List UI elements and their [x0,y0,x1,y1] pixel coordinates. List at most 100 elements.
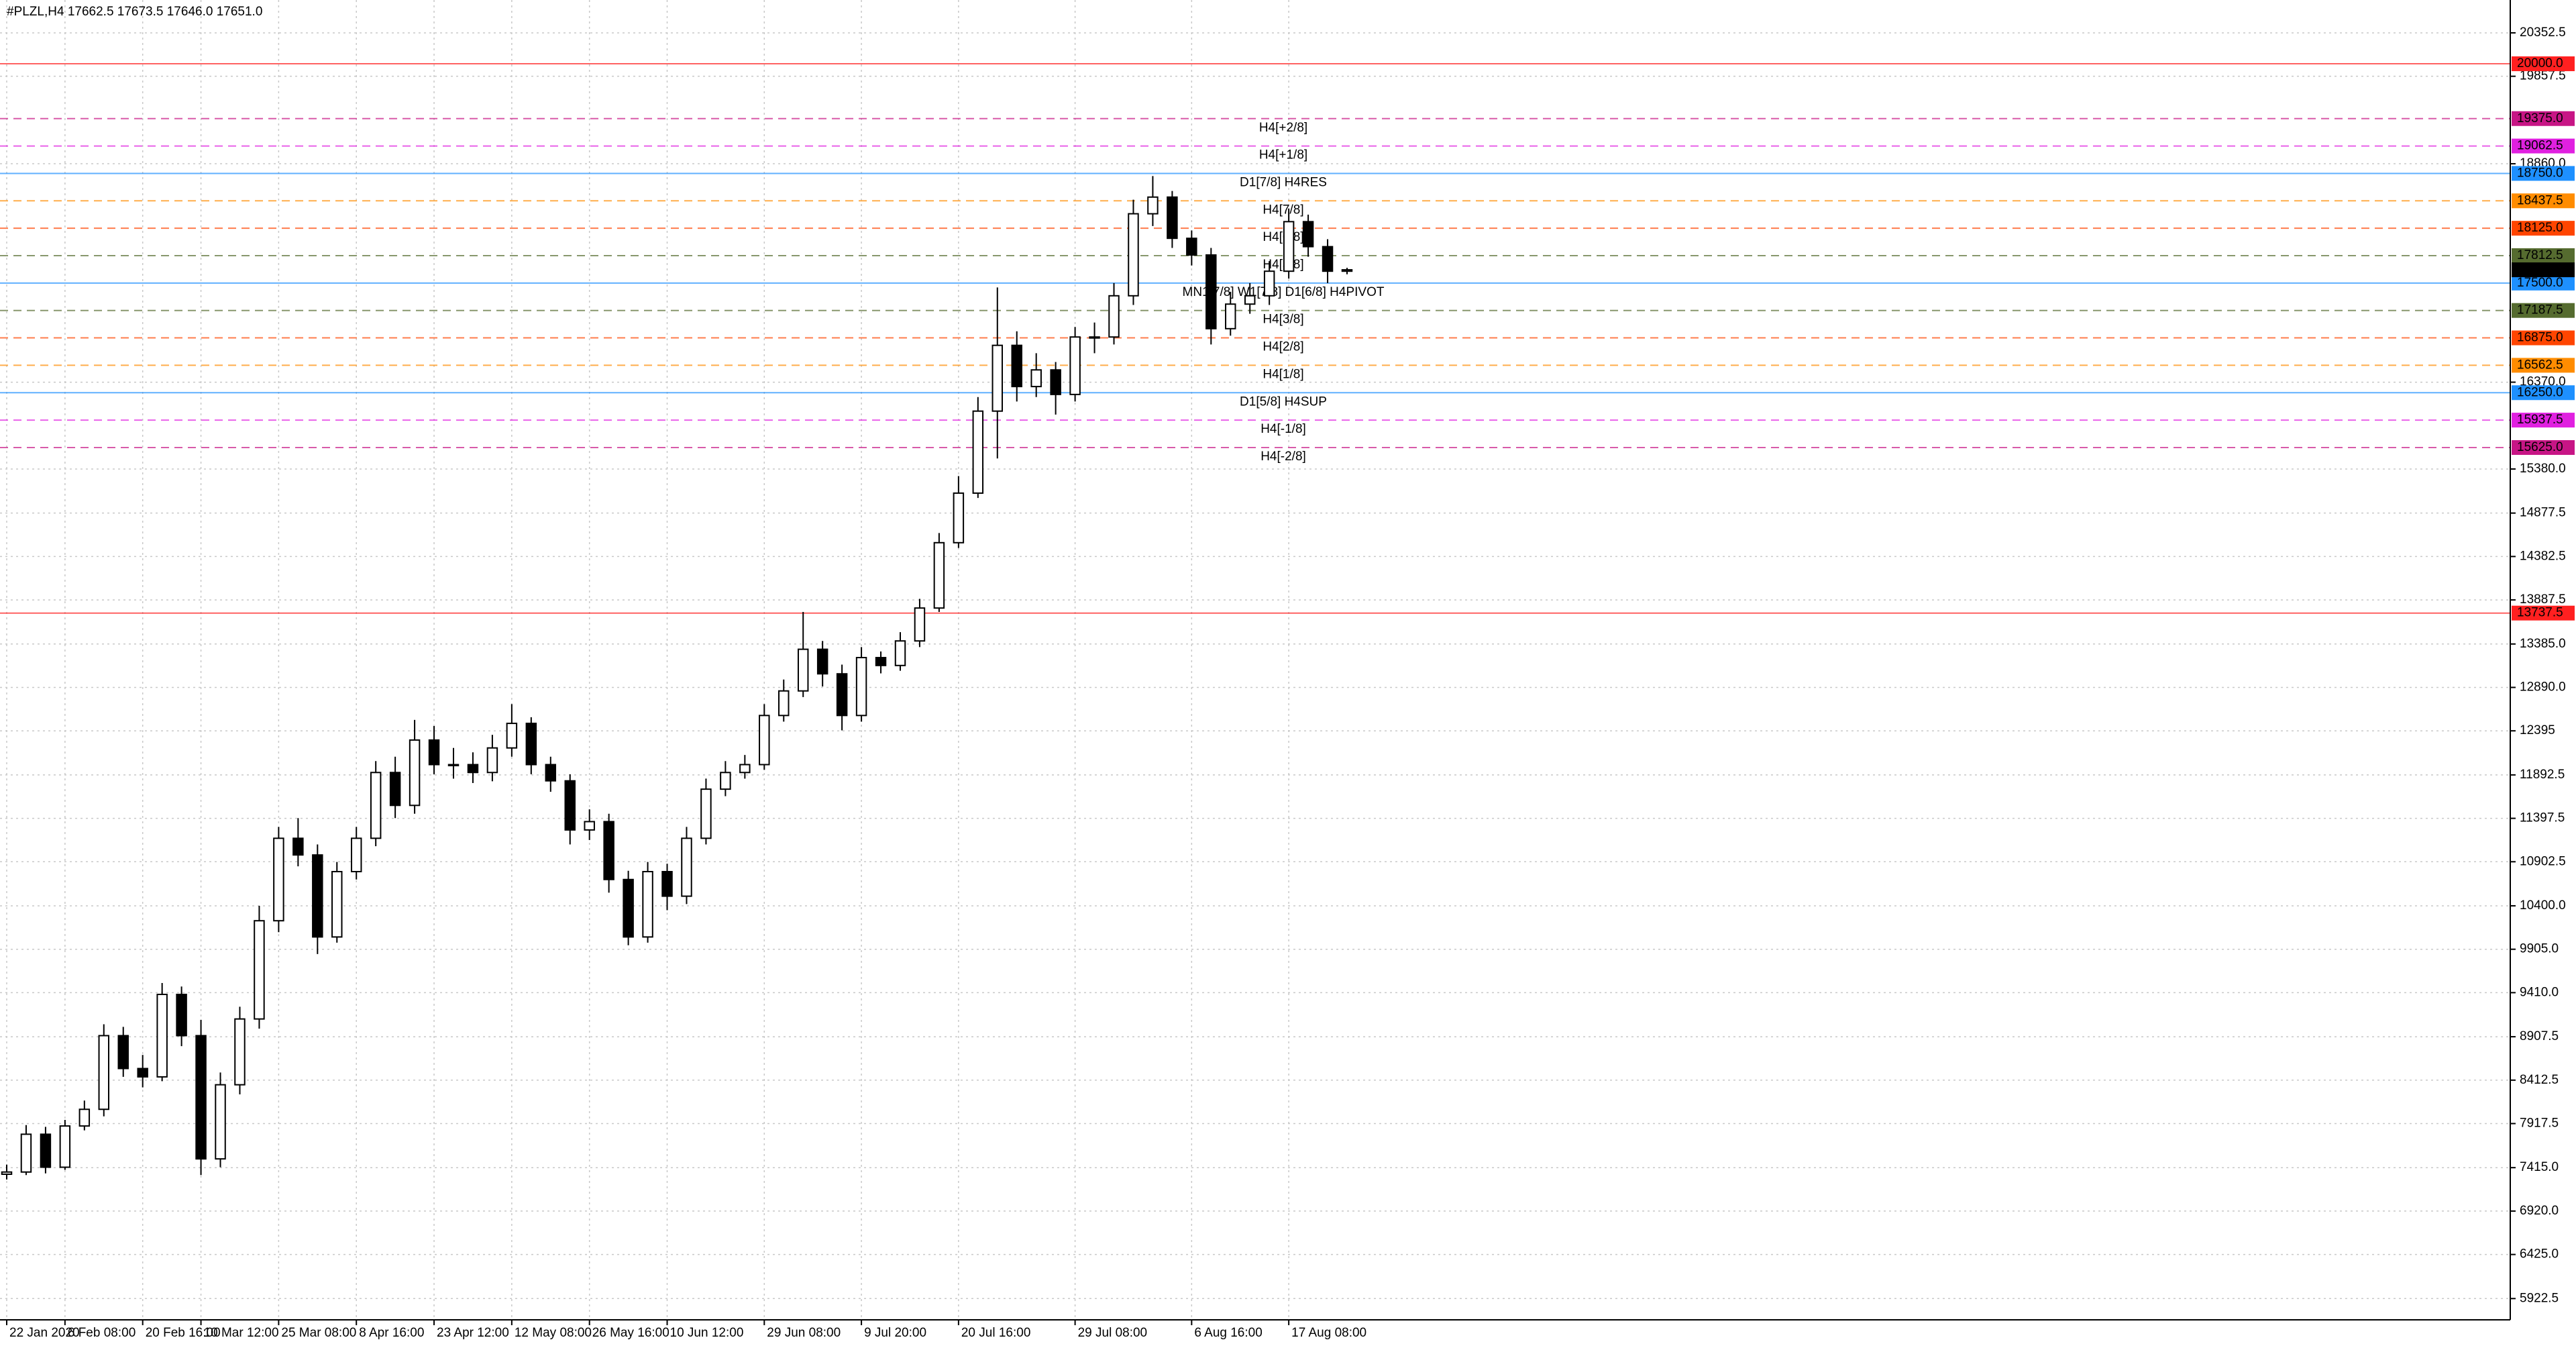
level-label: H4[7/8] [1263,203,1303,217]
x-tick-label: 9 Jul 20:00 [864,1326,926,1340]
price-tag-label: 16250.0 [2517,385,2563,399]
candle-body [991,344,1004,412]
candle-body [603,821,614,880]
candle-body [428,739,440,766]
x-tick-label: 23 Apr 12:00 [437,1326,509,1340]
price-tag-label: 13737.5 [2517,606,2563,620]
candle-body [1186,238,1197,256]
price-tag-label: 18437.5 [2517,193,2563,207]
level-label: D1[5/8] H4SUP [1240,395,1327,409]
last-price-tag [2512,262,2575,278]
candle-body [778,690,790,717]
price-tag-label: 18125.0 [2517,221,2563,235]
price-tag [2512,358,2575,373]
candle-body [370,772,382,839]
candle-body [1244,295,1256,305]
price-tag [2512,275,2575,291]
price-tag-label: 19062.5 [2517,139,2563,153]
candle-body [797,648,809,692]
candle-body [176,994,187,1037]
x-tick-label: 20 Jul 16:00 [961,1326,1031,1340]
y-tick-label: 10902.5 [2520,854,2566,868]
price-tag [2512,385,2575,401]
candle-body [914,607,926,642]
price-tag [2512,193,2575,209]
candle-body [156,994,168,1078]
x-tick-label: 8 Apr 16:00 [359,1326,424,1340]
level-label: H4[-1/8] [1260,422,1306,436]
price-tag [2512,439,2575,455]
candle-body [1089,336,1100,339]
candle-body [467,764,479,774]
level-label: H4[2/8] [1263,340,1303,354]
y-tick-label: 5922.5 [2520,1291,2559,1305]
candle-body [972,410,984,494]
candle-body [836,673,848,717]
last-price-label: 17651.0 [2517,262,2563,276]
candle-body [623,878,634,938]
candle-body [855,657,867,717]
x-tick-label: 10 Jun 12:00 [670,1326,744,1340]
price-tag-label: 16562.5 [2517,358,2563,372]
price-tag-label: 17187.5 [2517,303,2563,317]
candle-body [642,871,653,938]
price-tag [2512,111,2575,126]
y-tick-label: 11892.5 [2520,768,2565,782]
x-tick-label: 26 May 16:00 [592,1326,669,1340]
level-label: H4[+1/8] [1259,148,1307,162]
price-tag [2512,138,2575,154]
candle-body [816,648,828,675]
candle-body [331,871,343,938]
y-tick-label: 6920.0 [2520,1204,2559,1218]
y-tick-label: 10400.0 [2520,898,2566,913]
candle-body [78,1108,91,1127]
candle-body [894,640,906,666]
price-tag [2512,166,2575,181]
candle-body [1283,221,1295,272]
x-tick-label: 12 May 08:00 [515,1326,592,1340]
y-tick-label: 12890.0 [2520,680,2566,694]
candle-body [700,788,712,839]
candle-body [1147,196,1159,215]
candle-body [564,780,576,831]
candle-body [739,764,751,774]
y-tick-label: 13385.0 [2520,637,2566,651]
price-tag-label: 20000.0 [2517,56,2563,70]
x-tick-label: 10 Mar 12:00 [204,1326,279,1340]
candle-body [312,854,323,938]
x-tick-label: 29 Jul 08:00 [1078,1326,1148,1340]
price-tag [2512,605,2575,621]
candle-body [59,1125,71,1168]
price-tag [2512,221,2575,236]
level-label: H4[+2/8] [1259,121,1307,135]
candle-body [234,1018,246,1086]
y-tick-label: 7415.0 [2520,1160,2559,1174]
y-tick-label: 9410.0 [2520,985,2559,999]
candle-body [720,772,731,790]
price-tag [2512,330,2575,346]
candle-body [759,715,770,766]
candle-body [40,1133,52,1168]
candle-body [350,837,362,873]
y-tick-label: 19857.5 [2520,69,2566,83]
y-tick-label: 14877.5 [2520,506,2566,520]
x-tick-label: 25 Mar 08:00 [281,1326,356,1340]
price-tag-label: 15937.5 [2517,413,2563,427]
price-tag-label: 17812.5 [2517,248,2563,262]
y-tick-label: 6425.0 [2520,1247,2559,1261]
y-tick-label: 20352.5 [2520,25,2566,40]
candle-body [1030,369,1042,388]
candle-body [875,657,887,666]
candle-body [661,871,673,897]
candle-body [389,772,401,807]
candle-body [117,1035,129,1070]
x-tick-label: 22 Jan 2020 [9,1326,80,1340]
candle-body [1050,369,1061,395]
x-tick-label: 6 Feb 08:00 [68,1326,136,1340]
candle-body [292,837,304,856]
x-tick-label: 20 Feb 16:00 [146,1326,221,1340]
